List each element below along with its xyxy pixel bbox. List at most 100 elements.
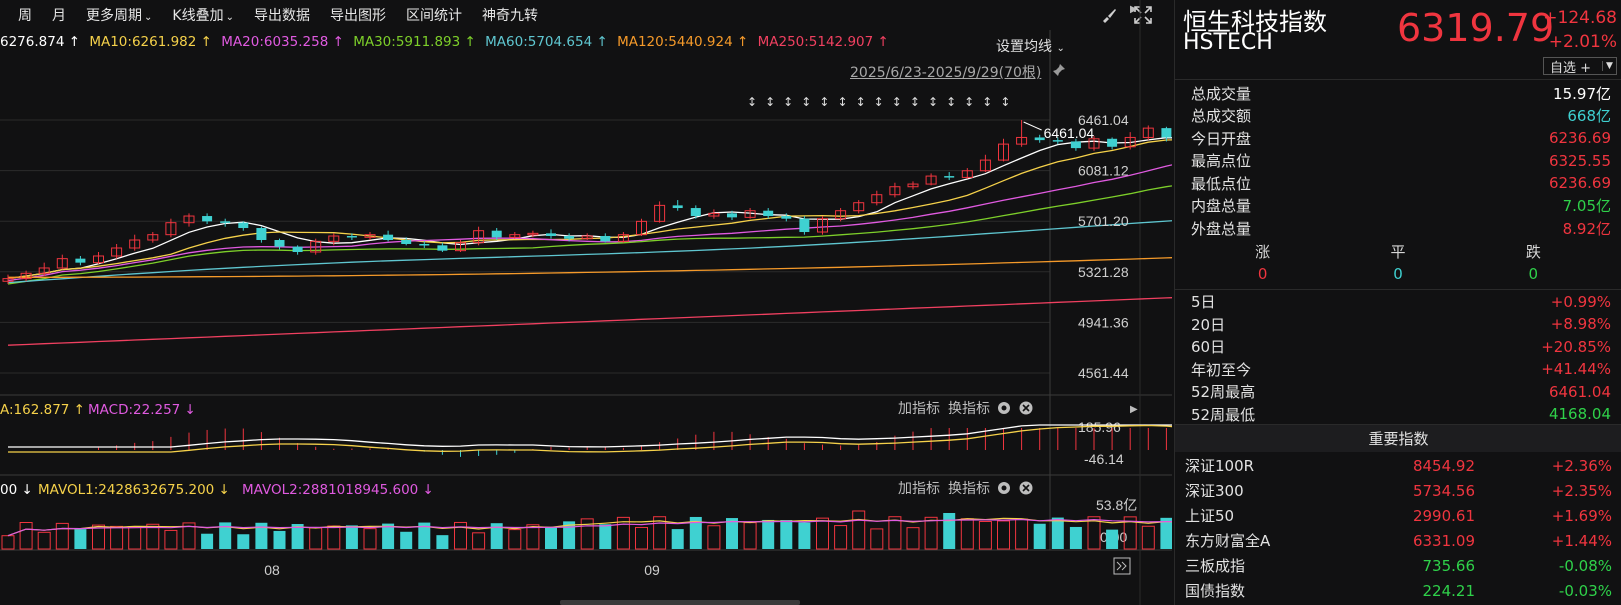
candle-body	[907, 183, 919, 188]
candle-body	[617, 234, 629, 242]
macd-value: MACD:22.257 ↓	[88, 402, 196, 418]
candle-body	[527, 232, 539, 236]
vol-add-indicator[interactable]: 加指标	[898, 481, 940, 497]
candle-body	[346, 236, 357, 238]
index-row[interactable]: 上证50 2990.61 +1.69%	[1175, 503, 1621, 528]
index-row-change: -0.03%	[1558, 581, 1612, 600]
index-row-change: +2.35%	[1551, 481, 1612, 500]
brush-icon[interactable]	[1100, 6, 1118, 24]
ma5-value: 6276.874 ↑	[0, 34, 81, 50]
volume-bar	[382, 523, 395, 549]
candle-body	[75, 258, 86, 263]
index-row[interactable]: 深证100R 8454.92 +2.36%	[1175, 453, 1621, 478]
volume-bar	[1123, 516, 1137, 550]
pin-icon[interactable]	[1052, 63, 1066, 77]
kline-chart[interactable]: 6461.04 ↕ ↕ ↕ ↕ ↕ ↕ ↕ ↕ ↕ ↕ ↕ ↕ ↕ ↕ ↕ A:162.877 ↑ MACD:…	[0, 0, 1172, 605]
volume-bar	[472, 532, 486, 550]
macd-add-indicator[interactable]: 加指标	[898, 401, 940, 417]
ma20-value: MA20:6035.258 ↑	[221, 34, 344, 50]
tool-magic-nine[interactable]: 神奇九转	[481, 8, 538, 24]
ma120-line	[8, 257, 1172, 278]
index-row-price: 2990.61	[1412, 506, 1475, 525]
volume-bar	[888, 516, 902, 550]
index-row-change: -0.08%	[1558, 556, 1612, 575]
peak-label: 6461.04	[1044, 125, 1095, 141]
volume-bar	[1160, 517, 1172, 549]
volume-bar	[273, 530, 286, 549]
index-row[interactable]: 深证300 5734.56 +2.35%	[1175, 478, 1621, 503]
signal-arrow-icon: ↕	[892, 95, 902, 109]
price-change: +124.68	[1543, 8, 1617, 28]
caret-down-icon[interactable]: ▼	[1602, 61, 1616, 71]
price-tick: 6081.12	[1078, 163, 1129, 179]
stats-row: 总成交量 15.97亿	[1175, 82, 1621, 105]
tool-range-stats[interactable]: 区间统计	[405, 8, 462, 24]
volume-bar	[1141, 525, 1155, 550]
price-tick: 4561.44	[1078, 365, 1129, 381]
tool-kline-overlay[interactable]: K线叠加 ⌄	[162, 5, 244, 25]
candle-body	[129, 239, 141, 249]
candle-body	[654, 204, 666, 222]
set-ma-label: 设置均线	[996, 39, 1052, 55]
index-row-price: 8454.92	[1412, 456, 1475, 475]
perf-row: 20日 +8.98%	[1175, 313, 1621, 336]
tool-export-graph[interactable]: 导出图形	[329, 8, 386, 24]
volume-bar	[671, 529, 684, 549]
signal-arrow-icon: ↕	[874, 95, 884, 109]
volume-bar	[1033, 523, 1046, 549]
candle-body	[690, 208, 701, 217]
collapse-icon[interactable]: ▶	[1130, 4, 1138, 15]
set-ma-button[interactable]: 设置均线 ⌄	[996, 36, 1065, 56]
candle-body	[220, 221, 231, 223]
index-row[interactable]: 三板成指 735.66 -0.08%	[1175, 553, 1621, 578]
perf-label: 20日	[1191, 315, 1226, 334]
tool-more-periods[interactable]: 更多周期 ⌄	[76, 5, 162, 25]
volume-bar	[1051, 517, 1064, 549]
tool-week[interactable]: 周	[18, 8, 32, 24]
expand-icon-chevrons	[1116, 561, 1127, 571]
dif-line	[8, 424, 1172, 448]
candle-body	[636, 220, 647, 236]
candle-body	[708, 212, 720, 217]
volume-bar	[1069, 526, 1082, 549]
horizontal-scrollbar[interactable]	[560, 600, 800, 605]
candle-body	[1034, 137, 1045, 141]
range-label[interactable]: 2025/6/23-2025/9/29(70根)	[850, 65, 1042, 81]
stats-row: 内盘总量 7.05亿	[1175, 195, 1621, 218]
collapse-icon[interactable]: ▶	[1130, 404, 1138, 415]
tool-export-data[interactable]: 导出数据	[253, 8, 310, 24]
price-axis: 6461.04 6081.12 5701.20 5321.28 4941.36 4561.…	[1078, 112, 1129, 381]
up-label: 涨	[1255, 242, 1271, 261]
tool-month[interactable]: 月	[52, 8, 66, 24]
price-tick: 6461.04	[1078, 112, 1129, 128]
perf-row: 52周最低 4168.04	[1175, 403, 1621, 426]
candle-body	[256, 228, 267, 241]
fullscreen-icon[interactable]	[1134, 6, 1152, 24]
candle-body	[1070, 141, 1081, 149]
perf-value: +41.44%	[1541, 360, 1611, 379]
volume-bar	[454, 521, 467, 550]
index-row-name: 深证100R	[1185, 457, 1255, 475]
vol-swap-indicator[interactable]: 换指标	[948, 480, 990, 497]
volume-bar	[1087, 516, 1101, 550]
index-row[interactable]: 国债指数 224.21 -0.03%	[1175, 578, 1621, 603]
volume-bar	[762, 519, 775, 549]
signal-arrow-icon: ↕	[964, 95, 974, 109]
watchlist-select[interactable]: 自选 + ▼	[1543, 57, 1617, 76]
expand-icon[interactable]	[1113, 557, 1131, 575]
last-price: 6319.79	[1397, 6, 1555, 50]
volume-bar	[490, 523, 503, 549]
macd-swap-indicator[interactable]: 换指标	[948, 400, 990, 417]
volume-bar	[508, 529, 522, 550]
index-row-price: 5734.56	[1412, 481, 1475, 500]
volume-bar	[526, 524, 540, 550]
candle-body	[364, 234, 376, 238]
index-row[interactable]: 东方财富全A 6331.09 +1.44%	[1175, 528, 1621, 553]
down-value: 0	[1528, 264, 1539, 283]
moving-average-lines	[7, 137, 1172, 346]
perf-value: +0.99%	[1550, 292, 1611, 311]
volume-bar	[418, 522, 431, 549]
index-code: HSTECH	[1183, 30, 1273, 55]
x-tick: 09	[644, 562, 660, 578]
